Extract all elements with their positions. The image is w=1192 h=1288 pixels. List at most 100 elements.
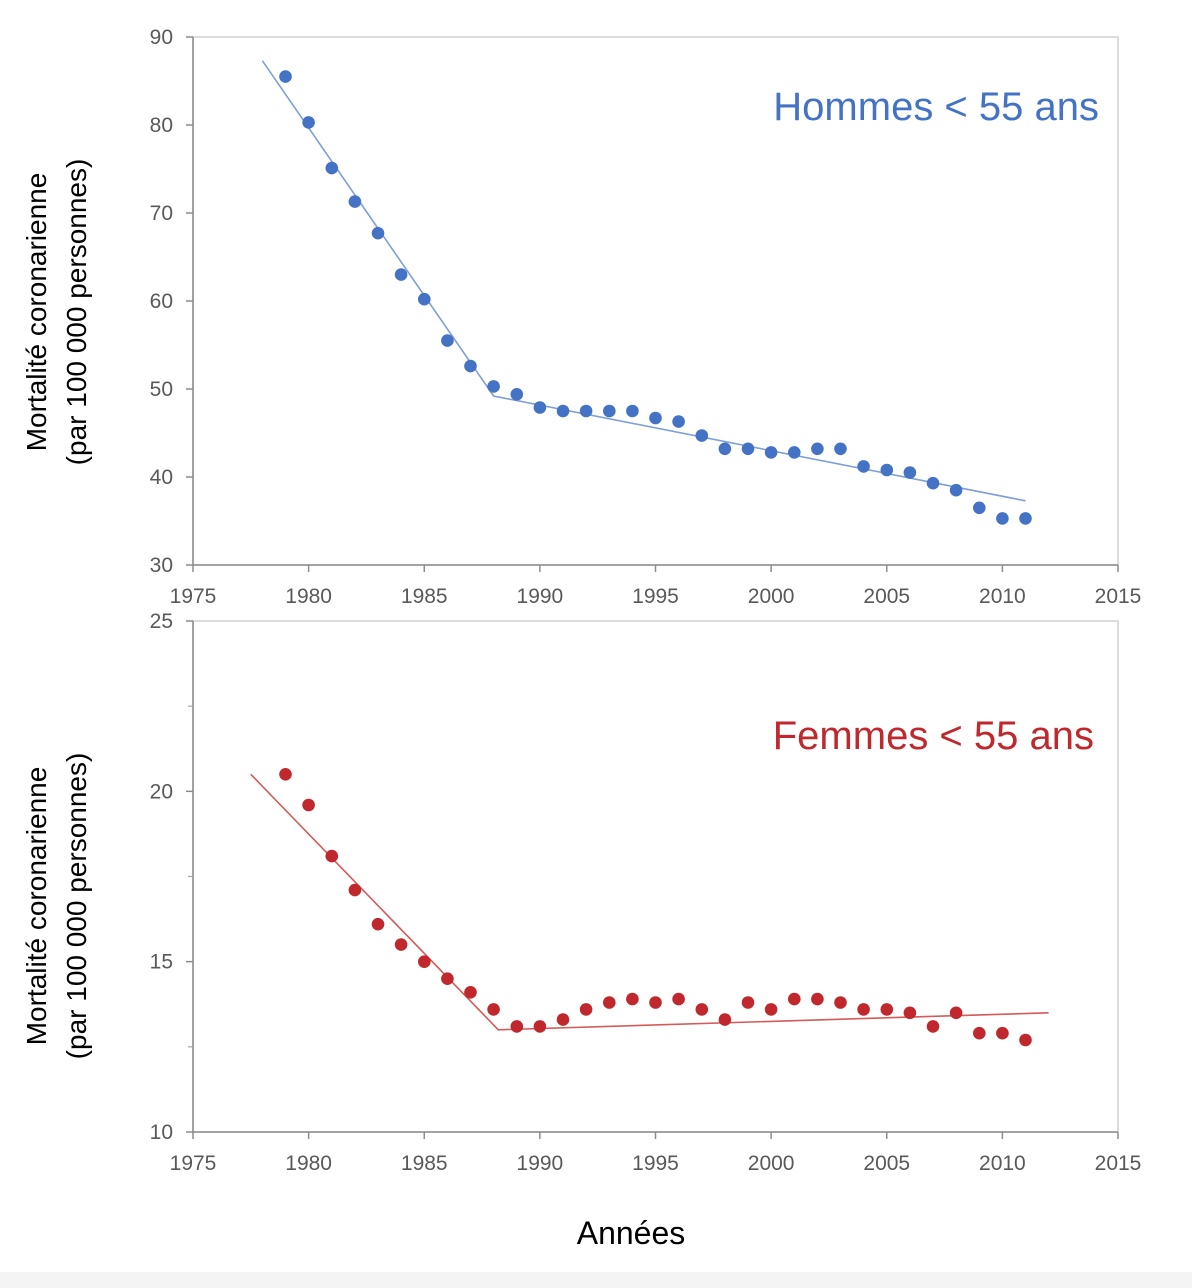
- chart-2-data-point: [603, 996, 616, 1009]
- chart-1-data-point: [949, 483, 963, 497]
- chart-2-data-point: [418, 955, 431, 968]
- chart-1-y-tick-label: 70: [150, 202, 173, 225]
- chart-1-data-point: [302, 116, 315, 129]
- chart-2-data-point: [579, 1003, 593, 1016]
- chart-2-data-point: [1019, 1033, 1032, 1047]
- chart-2-data-point: [394, 938, 408, 951]
- chart-1-data-point: [418, 292, 431, 306]
- chart-2-x-tick-label: 1985: [401, 1152, 448, 1175]
- chart-2-data-point: [626, 992, 639, 1006]
- chart-1-x-tick-label: 2010: [979, 585, 1026, 608]
- chart-2-y-axis-label-line: (par 100 000 personnes): [61, 753, 92, 1060]
- chart-1-trend-line: [261, 60, 1026, 502]
- chart-1-data-point: [718, 442, 732, 456]
- chart-1-x-tick-label: 1995: [632, 585, 679, 608]
- chart-2-data-point: [880, 1003, 894, 1016]
- chart-1-data-point: [348, 195, 362, 208]
- chart-1-x-tick-label: 1975: [170, 585, 217, 608]
- chart-2-trend-line: [250, 773, 1049, 1031]
- chart-1-data-point: [788, 446, 801, 459]
- chart-1-data-point: [464, 359, 477, 373]
- chart-2-data-point: [695, 1003, 709, 1016]
- chart-1-x-tick-label: 2015: [1095, 585, 1142, 608]
- chart-1-data-point: [741, 442, 755, 456]
- chart-1-data-point: [603, 404, 616, 418]
- chart-2-y-tick-label: 20: [150, 780, 173, 803]
- chart-2-x-tick-label: 1975: [170, 1152, 217, 1175]
- chart-1-data-point: [394, 268, 408, 281]
- chart-2-y-axis-label-line: Mortalité coronarienne: [21, 767, 52, 1046]
- chart-2-data-point: [996, 1026, 1009, 1040]
- chart-1-y-tick-label: 90: [150, 26, 173, 49]
- chart-1-y-tick-label: 50: [150, 378, 173, 401]
- chart-2-data-point: [348, 883, 362, 897]
- chart-1-y-tick-label: 40: [150, 466, 173, 489]
- chart-2-data-point: [464, 986, 477, 999]
- chart-2-title: Femmes < 55 ans: [773, 714, 1094, 758]
- chart-2-y-axis-label: Mortalité coronarienne (par 100 000 perso…: [21, 753, 92, 1060]
- chart-1-data-point: [556, 404, 570, 418]
- bottom-strip: [0, 1272, 1192, 1288]
- chart-1-data-point: [672, 415, 685, 428]
- chart-2-y-tick-label: 15: [150, 951, 173, 974]
- chart-1-data-point: [371, 226, 385, 240]
- chart-1-x-tick-label: 2005: [863, 585, 910, 608]
- chart-1-data-point: [880, 463, 894, 477]
- chart-2-data-point: [973, 1026, 986, 1040]
- chart-2-data-point: [741, 996, 755, 1009]
- chart-1-data-point: [441, 334, 454, 347]
- x-axis-label: Années: [577, 1215, 686, 1251]
- chart-2-data-point: [788, 992, 801, 1006]
- chart-2-data-point: [926, 1020, 940, 1033]
- chart-1-y-axis-label-line: (par 100 000 personnes): [61, 159, 92, 466]
- chart-1-data-point: [579, 404, 593, 418]
- chart-2-data-point: [857, 1003, 870, 1016]
- chart-1-data-point: [811, 442, 824, 456]
- chart-2-data-point: [371, 917, 385, 931]
- chart-2-x-tick-label: 2010: [979, 1152, 1026, 1175]
- chart-1-data-point: [903, 466, 917, 479]
- chart-2-plot-frame: [192, 620, 1119, 1133]
- chart-1-x-tick-label: 1980: [285, 585, 332, 608]
- chart-2-x-tick-label: 2015: [1095, 1152, 1142, 1175]
- chart-1-x-tick-label: 1990: [517, 585, 564, 608]
- chart-1-data-point: [279, 70, 292, 83]
- chart-1-y-tick-label: 30: [150, 554, 173, 577]
- chart-2-data-point: [718, 1013, 732, 1026]
- chart-1-x-tick-label: 1985: [401, 585, 448, 608]
- chart-2-data-point: [556, 1013, 570, 1026]
- chart-1-data-point: [626, 404, 639, 418]
- chart-2-data-point: [441, 972, 454, 985]
- chart-2-data-point: [279, 768, 292, 781]
- chart-1-data-point: [926, 476, 940, 490]
- chart-2-x-tick-label: 2005: [863, 1152, 910, 1175]
- chart-1-data-point: [487, 380, 500, 393]
- chart-2-data-point: [903, 1006, 917, 1020]
- chart-1-title: Hommes < 55 ans: [773, 85, 1099, 129]
- chart-2-data-point: [487, 1003, 500, 1016]
- chart-2-x-tick-label: 1990: [517, 1152, 564, 1175]
- chart-1-data-point: [764, 446, 778, 459]
- chart-1-y-axis-label-line: Mortalité coronarienne: [21, 173, 52, 452]
- chart-1-y-tick-label: 60: [150, 290, 173, 313]
- chart-2-x-tick-label: 1980: [285, 1152, 332, 1175]
- chart-2-data-point: [672, 992, 685, 1006]
- chart-1-data-point: [973, 501, 986, 515]
- chart-1-data-point: [649, 411, 662, 425]
- chart-2-data-point: [834, 996, 847, 1009]
- chart-1-data-point: [1019, 512, 1032, 525]
- chart-2-y-tick-label: 25: [150, 610, 173, 633]
- chart-2-y-tick-label: 10: [150, 1121, 173, 1144]
- chart-1-x-tick-label: 2000: [748, 585, 795, 608]
- chart-1-data-point: [510, 388, 524, 401]
- chart-2-data-point: [510, 1020, 524, 1033]
- chart-2-data-point: [649, 996, 662, 1009]
- chart-1-data-point: [533, 401, 547, 414]
- chart-2-x-tick-label: 1995: [632, 1152, 679, 1175]
- chart-1-data-point: [834, 442, 847, 456]
- chart-2-x-tick-label: 2000: [748, 1152, 795, 1175]
- chart-2-data-point: [533, 1020, 547, 1033]
- chart-2-data-point: [949, 1006, 963, 1020]
